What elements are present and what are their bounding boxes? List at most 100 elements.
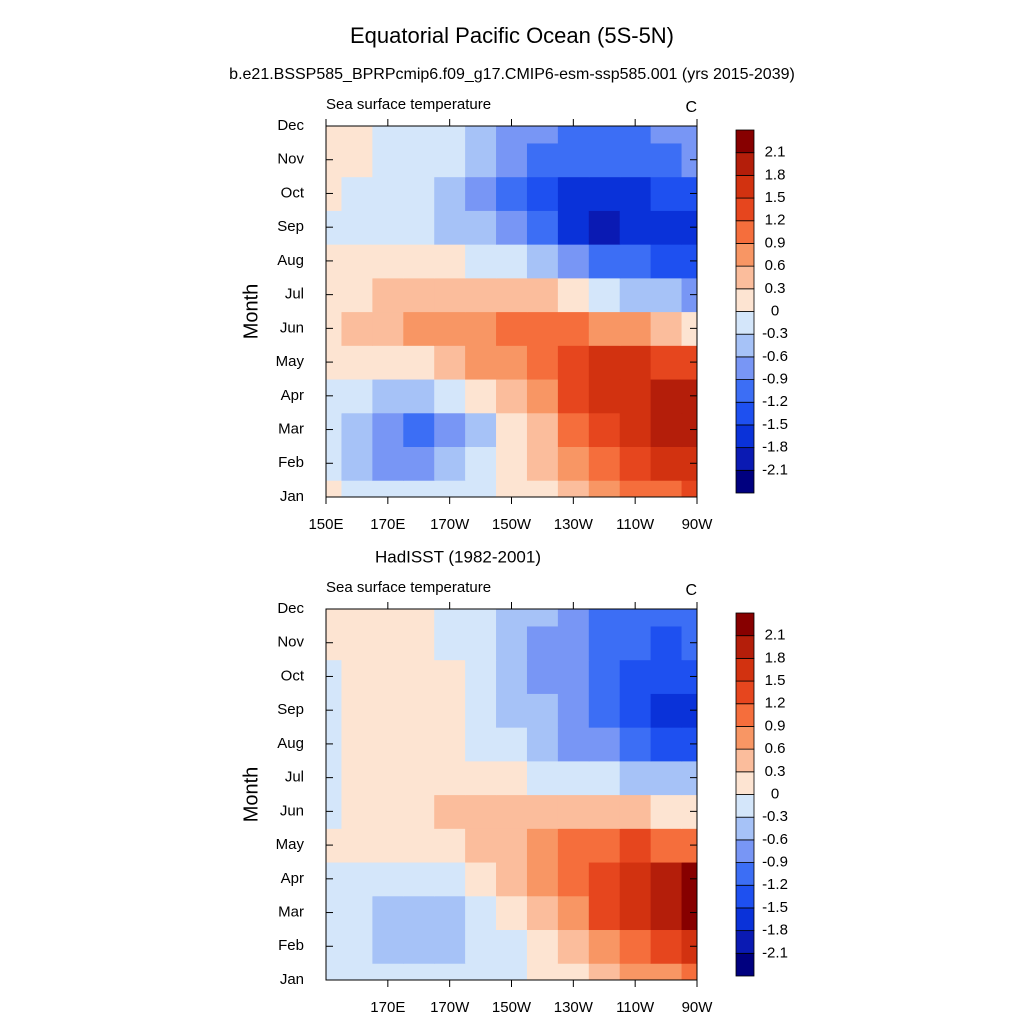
contour-cell [557, 311, 590, 346]
contour-cell [465, 378, 497, 414]
contour-cell [326, 277, 343, 313]
contour-cell [434, 412, 466, 448]
contour-cell [588, 311, 621, 346]
contour-cell [434, 378, 466, 414]
y-tick-label: Oct [281, 667, 305, 684]
contour-cell [372, 378, 404, 414]
contour-cell [326, 378, 343, 414]
contour-cell [619, 345, 652, 380]
contour-cell [496, 861, 528, 897]
contour-cell [326, 446, 343, 481]
contour-cell [526, 760, 559, 796]
contour-cell [326, 126, 343, 144]
x-tick-label: 90W [682, 999, 714, 1016]
y-tick-label: Feb [278, 937, 304, 954]
contour-cell [372, 609, 404, 627]
contour-cell [372, 760, 404, 796]
y-tick-label: Apr [281, 387, 304, 404]
contour-cell [526, 480, 559, 497]
contour-cell [650, 963, 683, 980]
contour-cell [341, 727, 373, 762]
contour-cell [465, 727, 497, 762]
y-tick-label: Oct [281, 184, 305, 201]
contour-cell [434, 963, 466, 980]
contour-cell [681, 693, 697, 728]
contour-cell [526, 345, 559, 380]
contour-cell [496, 210, 528, 245]
contour-cell [681, 378, 697, 414]
colorbar-label: -1.5 [762, 416, 788, 433]
contour-cell [403, 126, 435, 144]
contour-cell [465, 693, 497, 728]
contour-cell [326, 828, 343, 863]
contour-cell [619, 895, 652, 931]
contour-cell [681, 828, 697, 863]
contour-cell [588, 277, 621, 313]
colorbar-box [735, 174, 755, 199]
contour-cell [496, 794, 528, 829]
contour-cell [526, 311, 559, 346]
contour-cell [650, 244, 683, 279]
contour-cell [403, 412, 435, 448]
contour-cell [650, 693, 683, 728]
contour-cell [372, 828, 404, 863]
contour-cell [588, 609, 621, 627]
contour-cell [619, 378, 652, 414]
contour-cell [557, 963, 590, 980]
contour-cell [526, 895, 559, 931]
contour-cell [465, 828, 497, 863]
contour-cell [496, 895, 528, 931]
contour-cell [681, 210, 697, 245]
contour-cell [434, 277, 466, 313]
contour-cell [619, 446, 652, 481]
contour-cell [341, 378, 373, 414]
contour-cell [557, 277, 590, 313]
contour-cell [588, 693, 621, 728]
contour-cell [326, 794, 343, 829]
contour-cell [496, 625, 528, 661]
y-tick-label: Aug [277, 252, 304, 269]
contour-cell [372, 176, 404, 211]
contour-cell [341, 609, 373, 627]
colorbar-box [735, 635, 755, 659]
colorbar-box [735, 311, 755, 335]
contour-cell [465, 345, 497, 380]
contour-cell [372, 794, 404, 829]
contour-cell [557, 609, 590, 627]
colorbar-label: 1.5 [765, 189, 786, 206]
contour-cell [681, 861, 697, 897]
contour-cell [326, 311, 343, 346]
figure-subtitle: b.e21.BSSP585_BPRPcmip6.f09_g17.CMIP6-es… [229, 66, 795, 83]
contour-cell [403, 311, 435, 346]
colorbar-label: 1.8 [765, 166, 786, 183]
contour-cell [496, 609, 528, 627]
y-tick-label: Jan [280, 488, 304, 505]
contour-cell [496, 176, 528, 211]
colorbar-label: -0.3 [762, 325, 788, 342]
colorbar-box [735, 816, 755, 841]
contour-cell [650, 895, 683, 931]
colorbar-box [735, 152, 755, 176]
y-tick-label: Jan [280, 971, 304, 988]
contour-cell [619, 963, 652, 980]
x-tick-label: 170E [370, 516, 405, 533]
contour-cell [619, 760, 652, 796]
contour-cell [619, 609, 652, 627]
left-string: Sea surface temperature [326, 579, 491, 596]
contour-cell [434, 345, 466, 380]
contour-cell [557, 345, 590, 380]
contour-cell [341, 446, 373, 481]
contour-cell [650, 176, 683, 211]
contour-cell [588, 412, 621, 448]
contour-cell [403, 727, 435, 762]
contour-cell [588, 378, 621, 414]
contour-cell [526, 609, 559, 627]
colorbar-box [735, 356, 755, 380]
x-tick-label: 130W [554, 516, 594, 533]
contour-cell [526, 659, 559, 694]
contour-cell [465, 895, 497, 931]
contour-cell [434, 659, 466, 694]
contour-cell [403, 963, 435, 980]
contour-cell [588, 861, 621, 897]
